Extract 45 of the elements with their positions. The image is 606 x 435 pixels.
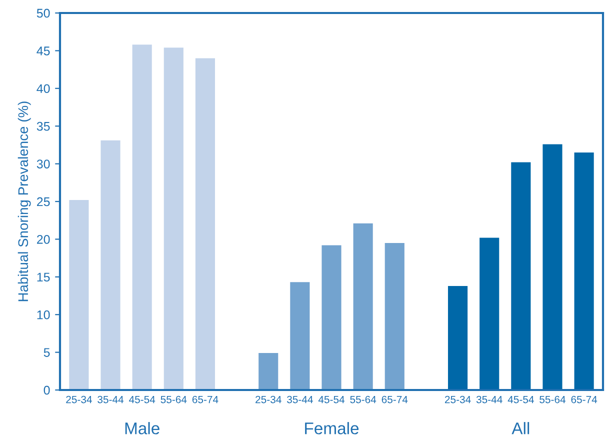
x-tick-label: 65-74 xyxy=(571,396,598,404)
y-axis-title: Habitual Snoring Prevalence (%) xyxy=(18,102,31,302)
bar xyxy=(511,162,531,390)
y-tick-label: 35 xyxy=(36,122,50,131)
x-tick-label: 35-44 xyxy=(98,396,124,404)
series-label: Male xyxy=(125,422,160,434)
y-tick-label: 40 xyxy=(36,84,50,94)
bar xyxy=(574,152,594,390)
bar xyxy=(258,353,278,390)
x-tick-label: 25-34 xyxy=(444,396,471,404)
x-tick-label: 45-54 xyxy=(508,396,534,404)
x-tick-label: 65-74 xyxy=(192,396,218,404)
y-tick-label: 30 xyxy=(36,160,50,168)
y-tick-label: 0 xyxy=(44,386,50,395)
y-tick-label: 20 xyxy=(37,235,50,244)
x-tick-label: 55-64 xyxy=(350,396,376,404)
x-tick-label: 65-74 xyxy=(382,396,408,404)
bar xyxy=(542,144,562,390)
y-tick-label: 25 xyxy=(37,197,50,206)
x-tick-label: 35-44 xyxy=(476,396,502,404)
bar xyxy=(290,282,310,390)
y-tick-label: 50 xyxy=(36,8,50,18)
x-tick-label: 55-64 xyxy=(540,396,566,404)
bar xyxy=(384,242,404,390)
bar xyxy=(100,140,120,390)
x-tick-label: 45-54 xyxy=(318,396,345,404)
x-tick-label: 45-54 xyxy=(129,396,156,404)
x-tick-label: 55-64 xyxy=(160,396,187,404)
bar xyxy=(480,238,500,390)
series-label: All xyxy=(512,422,530,434)
x-tick-label: 25-34 xyxy=(66,396,92,404)
bar xyxy=(322,245,342,390)
bar xyxy=(353,223,373,390)
bar xyxy=(164,48,184,390)
bar xyxy=(132,44,152,390)
y-tick-label: 10 xyxy=(37,310,50,320)
bar xyxy=(448,286,468,390)
x-tick-label: 35-44 xyxy=(287,396,313,404)
y-tick-label: 15 xyxy=(37,272,50,282)
y-tick-label: 5 xyxy=(44,348,50,357)
series-label: Female xyxy=(305,422,359,434)
bar xyxy=(69,200,89,390)
bar xyxy=(195,58,216,390)
y-tick-label: 45 xyxy=(36,46,50,56)
x-tick-label: 25-34 xyxy=(256,396,282,404)
